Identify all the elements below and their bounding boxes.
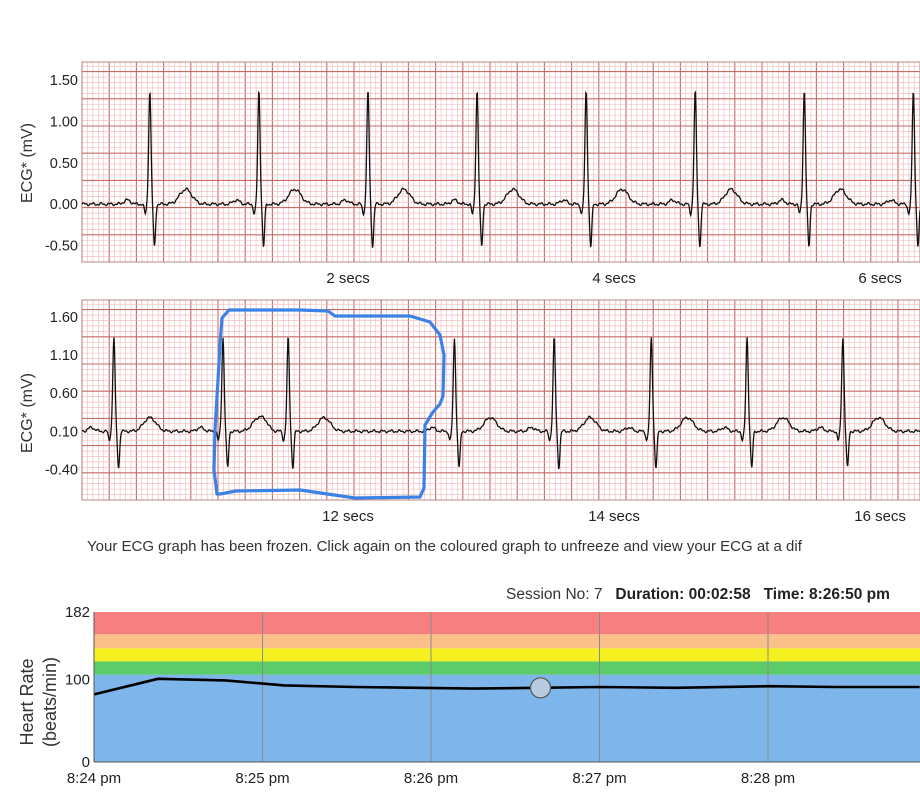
ecg-x-tick-label: 16 secs bbox=[854, 508, 906, 525]
ecg-y-tick-label: 0.00 bbox=[50, 197, 78, 213]
heart-rate-y-tick-label: 100 bbox=[65, 672, 90, 689]
ecg-x-tick-label: 6 secs bbox=[858, 270, 901, 287]
ecg-y-axis-label: ECG* (mV) bbox=[19, 373, 36, 453]
frozen-message: Your ECG graph has been frozen. Click ag… bbox=[87, 538, 802, 555]
heart-rate-zones bbox=[94, 612, 920, 762]
heart-rate-y-tick-label: 182 bbox=[65, 604, 90, 621]
heart-rate-y-label-line2: (beats/min) bbox=[40, 657, 60, 747]
ecg-y-tick-label: -0.50 bbox=[45, 238, 78, 254]
ecg-y-tick-label: 0.60 bbox=[50, 386, 78, 402]
ecg-y-tick-label: 1.00 bbox=[50, 115, 78, 131]
ecg-x-tick-label: 2 secs bbox=[326, 270, 369, 287]
ecg-y-tick-label: 1.10 bbox=[50, 348, 78, 364]
heart-rate-y-label-line1: Heart Rate bbox=[17, 658, 37, 745]
heart-rate-x-tick-label: 8:28 pm bbox=[741, 770, 795, 787]
ecg-y-tick-label: 0.10 bbox=[50, 424, 78, 440]
ecg-x-tick-label: 14 secs bbox=[588, 508, 640, 525]
session-time: Time: 8:26:50 pm bbox=[763, 586, 890, 603]
selection-lasso[interactable] bbox=[212, 308, 446, 500]
heart-rate-line bbox=[93, 677, 920, 696]
ecg-y-tick-label: 1.60 bbox=[50, 310, 78, 326]
heart-rate-x-tick-label: 8:26 pm bbox=[404, 770, 458, 787]
heart-rate-x-tick-label: 8:24 pm bbox=[67, 770, 121, 787]
current-time-marker[interactable] bbox=[529, 677, 552, 699]
heart-rate-zone bbox=[94, 612, 920, 635]
ecg-grid bbox=[81, 61, 920, 263]
ecg-trace bbox=[81, 337, 920, 470]
session-duration: Duration: 00:02:58 bbox=[615, 586, 751, 603]
ecg-y-tick-label: 1.50 bbox=[50, 73, 78, 89]
ecg-chart-top[interactable]: 1.50 1.00 0.50 0.00 -0.50 2 secs 4 secs 6 secs… bbox=[19, 61, 920, 287]
heart-rate-zone bbox=[94, 661, 920, 675]
ecg-x-tick-label: 4 secs bbox=[592, 270, 635, 287]
ecg-y-tick-label: -0.40 bbox=[45, 462, 78, 478]
ecg-y-axis-label: ECG* (mV) bbox=[19, 123, 36, 203]
ecg-chart-bottom[interactable]: 1.60 1.10 0.60 0.10 -0.40 12 secs 14 secs 16 s… bbox=[19, 299, 920, 525]
heart-rate-x-tick-label: 8:27 pm bbox=[572, 770, 626, 787]
ecg-x-tick-label: 12 secs bbox=[322, 508, 374, 525]
heart-rate-y-tick-label: 0 bbox=[82, 754, 90, 771]
heart-rate-zone bbox=[94, 634, 920, 649]
heart-rate-zone bbox=[94, 648, 920, 662]
session-number: Session No: 7 bbox=[506, 586, 603, 603]
ecg-grid bbox=[81, 299, 920, 501]
ecg-trace bbox=[81, 90, 920, 248]
heart-rate-x-tick-label: 8:25 pm bbox=[235, 770, 289, 787]
heart-rate-chart[interactable]: 182 100 0 8:24 pm 8:25 pm 8:26 pm 8:27 pm 8:28… bbox=[17, 604, 920, 787]
session-info: Session No: 7 Duration: 00:02:58 Time: 8… bbox=[506, 586, 890, 604]
ecg-y-tick-label: 0.50 bbox=[50, 156, 78, 172]
